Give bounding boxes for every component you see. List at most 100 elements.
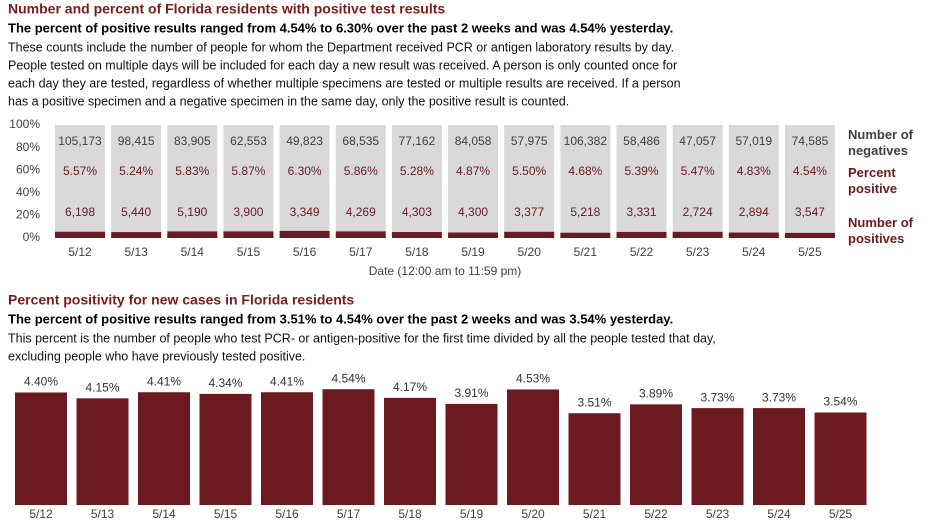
description: These counts include the number of peopl… bbox=[8, 40, 674, 54]
legend-label: Percent positive bbox=[848, 165, 897, 196]
negatives-label: 98,415 bbox=[118, 134, 155, 148]
legend-label: Number of negatives bbox=[848, 127, 914, 158]
y-tick-label: 80% bbox=[16, 140, 40, 154]
positives-bar bbox=[111, 232, 162, 238]
description: This percent is the number of people who… bbox=[8, 331, 716, 345]
x-tick-label: 5/22 bbox=[644, 507, 668, 521]
negatives-label: 47,057 bbox=[679, 134, 716, 148]
positives-label: 3,900 bbox=[233, 205, 263, 219]
positives-label: 4,300 bbox=[458, 205, 488, 219]
positives-bar bbox=[504, 231, 555, 238]
negatives-bar bbox=[448, 125, 499, 233]
bar bbox=[76, 398, 129, 505]
negatives-bar bbox=[391, 125, 442, 233]
x-tick-label: 5/15 bbox=[237, 245, 261, 259]
description: each day they are tested, regardless of … bbox=[8, 76, 681, 90]
x-tick-label: 5/23 bbox=[686, 245, 710, 259]
positives-label: 4,269 bbox=[346, 205, 376, 219]
value-label: 4.15% bbox=[85, 380, 119, 394]
y-tick-label: 40% bbox=[16, 185, 40, 199]
x-tick-label: 5/19 bbox=[461, 245, 485, 259]
x-tick-label: 5/17 bbox=[349, 245, 373, 259]
bar bbox=[261, 392, 313, 505]
value-label: 4.41% bbox=[147, 374, 181, 388]
x-tick-label: 5/17 bbox=[337, 507, 361, 521]
y-tick-label: 20% bbox=[16, 208, 40, 222]
negatives-bar bbox=[560, 125, 611, 233]
percent-label: 5.87% bbox=[231, 164, 265, 178]
x-tick-label: 5/21 bbox=[583, 507, 607, 521]
percent-label: 4.83% bbox=[737, 164, 771, 178]
positives-label: 3,349 bbox=[290, 205, 320, 219]
x-tick-label: 5/18 bbox=[405, 245, 429, 259]
x-tick-label: 5/14 bbox=[181, 245, 205, 259]
x-tick-label: 5/21 bbox=[574, 245, 598, 259]
positives-label: 2,894 bbox=[739, 205, 769, 219]
x-tick-label: 5/24 bbox=[767, 507, 791, 521]
negatives-bar bbox=[167, 125, 218, 232]
x-tick-label: 5/15 bbox=[214, 507, 238, 521]
positives-bar bbox=[448, 232, 499, 238]
value-label: 4.40% bbox=[24, 375, 58, 389]
bar bbox=[322, 389, 375, 505]
bar bbox=[630, 404, 682, 505]
negatives-bar bbox=[672, 125, 723, 232]
x-tick-label: 5/16 bbox=[275, 507, 299, 521]
positives-label: 3,377 bbox=[514, 205, 544, 219]
x-tick-label: 5/25 bbox=[829, 507, 853, 521]
positives-label: 5,190 bbox=[177, 205, 207, 219]
bar bbox=[138, 392, 190, 505]
negatives-bar bbox=[784, 125, 835, 233]
negatives-label: 49,823 bbox=[286, 134, 323, 148]
description: excluding people who have previously tes… bbox=[8, 349, 305, 363]
negatives-label: 57,019 bbox=[735, 134, 772, 148]
bar bbox=[691, 408, 744, 505]
negatives-label: 84,058 bbox=[455, 134, 492, 148]
negatives-label: 83,905 bbox=[174, 134, 211, 148]
y-tick-label: 0% bbox=[23, 230, 41, 244]
percent-label: 5.47% bbox=[681, 164, 715, 178]
chart-title: Number and percent of Florida residents … bbox=[8, 1, 445, 17]
bar bbox=[507, 389, 559, 505]
bar bbox=[753, 408, 805, 505]
value-label: 3.51% bbox=[577, 395, 611, 409]
x-tick-label: 5/25 bbox=[798, 245, 822, 259]
negatives-label: 74,585 bbox=[792, 134, 829, 148]
x-tick-label: 5/20 bbox=[521, 507, 545, 521]
positives-label: 3,547 bbox=[795, 205, 825, 219]
y-tick-label: 100% bbox=[9, 117, 40, 131]
x-tick-label: 5/20 bbox=[518, 245, 542, 259]
percent-label: 5.57% bbox=[63, 164, 97, 178]
percent-label: 5.50% bbox=[512, 164, 546, 178]
positives-bar bbox=[279, 230, 330, 238]
negatives-bar bbox=[728, 125, 779, 233]
x-axis-title: Date (12:00 am to 11:59 pm) bbox=[369, 264, 522, 278]
negatives-bar bbox=[55, 125, 105, 232]
percent-label: 4.87% bbox=[456, 164, 490, 178]
negatives-label: 105,173 bbox=[58, 134, 102, 148]
bar bbox=[568, 413, 621, 505]
negatives-bar bbox=[335, 125, 386, 232]
x-tick-label: 5/22 bbox=[630, 245, 654, 259]
positives-label: 2,724 bbox=[683, 205, 713, 219]
positives-label: 4,303 bbox=[402, 205, 432, 219]
chart-subtitle: The percent of positive results ranged f… bbox=[8, 311, 673, 326]
negatives-bar bbox=[504, 125, 555, 232]
positives-bar bbox=[223, 231, 274, 238]
value-label: 4.53% bbox=[516, 372, 550, 386]
positives-label: 5,218 bbox=[570, 205, 600, 219]
x-tick-label: 5/18 bbox=[398, 507, 422, 521]
value-label: 3.73% bbox=[762, 390, 796, 404]
positives-label: 5,440 bbox=[121, 205, 151, 219]
positives-bar bbox=[167, 231, 218, 238]
negatives-label: 58,486 bbox=[623, 134, 660, 148]
x-tick-label: 5/24 bbox=[742, 245, 766, 259]
x-tick-label: 5/23 bbox=[706, 507, 730, 521]
bar bbox=[384, 397, 436, 505]
positives-bar bbox=[728, 232, 779, 238]
positives-bar bbox=[55, 231, 105, 238]
negatives-label: 57,975 bbox=[511, 134, 548, 148]
value-label: 4.41% bbox=[270, 374, 304, 388]
value-label: 3.54% bbox=[823, 395, 857, 409]
